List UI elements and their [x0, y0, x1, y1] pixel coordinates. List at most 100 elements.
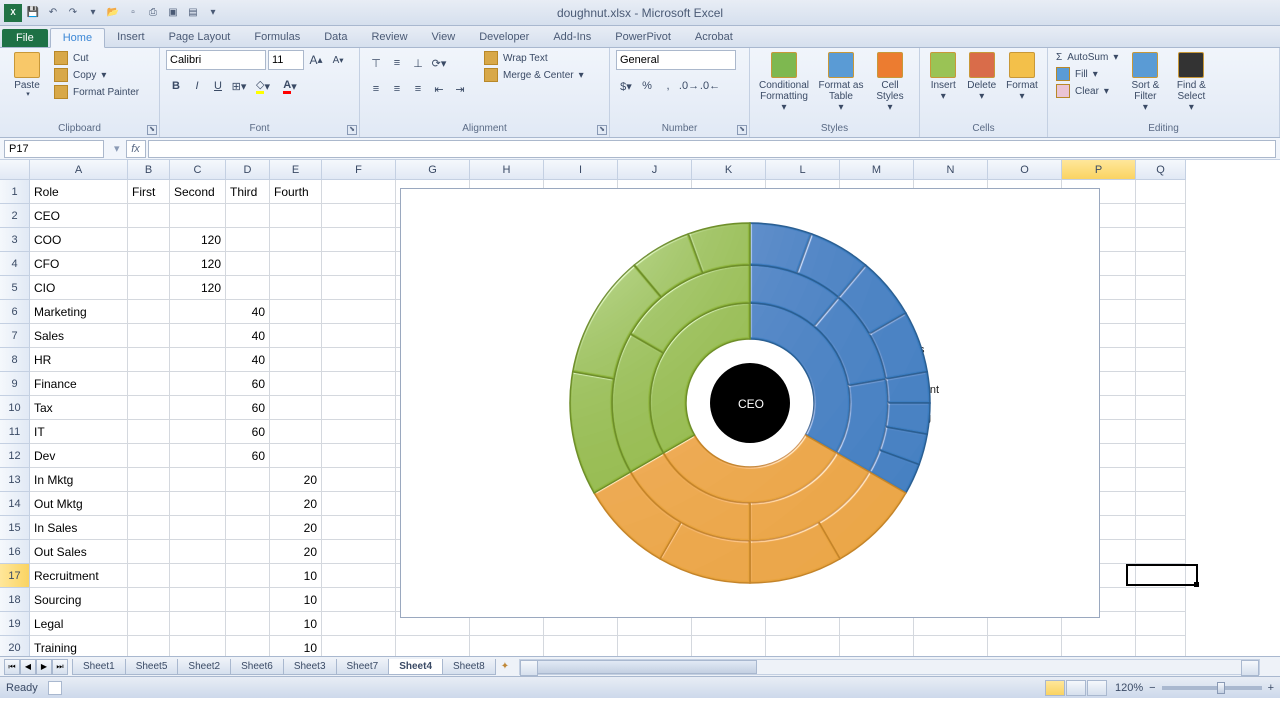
cell[interactable] — [618, 636, 692, 656]
bold-button[interactable]: B — [166, 76, 186, 96]
cell[interactable] — [170, 588, 226, 612]
qat-dropdown-icon[interactable]: ▾ — [84, 4, 102, 22]
cell[interactable] — [128, 276, 170, 300]
column-header[interactable]: D — [226, 160, 270, 180]
sheet-tab[interactable]: Sheet5 — [125, 659, 179, 675]
tab-insert[interactable]: Insert — [105, 28, 157, 47]
cell[interactable]: 10 — [270, 588, 322, 612]
cell[interactable] — [322, 396, 396, 420]
cell[interactable]: Sales — [30, 324, 128, 348]
cell[interactable] — [128, 516, 170, 540]
cell[interactable] — [128, 420, 170, 444]
column-header[interactable]: Q — [1136, 160, 1186, 180]
cell[interactable]: 60 — [226, 372, 270, 396]
percent-button[interactable]: % — [637, 76, 657, 96]
cell[interactable] — [322, 588, 396, 612]
qat-more-icon[interactable]: ▾ — [204, 4, 222, 22]
name-box-dropdown-icon[interactable]: ▾ — [114, 142, 120, 155]
cell[interactable] — [170, 372, 226, 396]
cell[interactable] — [1136, 348, 1186, 372]
cell[interactable] — [170, 396, 226, 420]
cell[interactable] — [322, 372, 396, 396]
cell[interactable]: 10 — [270, 612, 322, 636]
cell[interactable] — [322, 300, 396, 324]
cell[interactable]: 20 — [270, 516, 322, 540]
row-header[interactable]: 8 — [0, 348, 30, 372]
column-header[interactable]: M — [840, 160, 914, 180]
cell[interactable] — [322, 564, 396, 588]
column-header[interactable]: K — [692, 160, 766, 180]
row-header[interactable]: 15 — [0, 516, 30, 540]
decrease-indent-button[interactable]: ⇤ — [429, 79, 449, 99]
new-icon[interactable]: ▫ — [124, 4, 142, 22]
cell[interactable] — [170, 540, 226, 564]
sheet-nav-first[interactable]: ⏮ — [4, 659, 20, 675]
fill-button[interactable]: Fill ▾ — [1054, 66, 1120, 82]
cell[interactable] — [322, 252, 396, 276]
cell[interactable] — [1136, 420, 1186, 444]
cell[interactable]: In Sales — [30, 516, 128, 540]
cell[interactable]: Legal — [30, 612, 128, 636]
cell[interactable]: In Mktg — [30, 468, 128, 492]
cell[interactable] — [322, 204, 396, 228]
fill-color-button[interactable]: ◇▾ — [250, 76, 276, 96]
cell[interactable]: Recruitment — [30, 564, 128, 588]
cell[interactable] — [170, 324, 226, 348]
macro-record-icon[interactable] — [48, 681, 62, 695]
cell[interactable] — [270, 228, 322, 252]
cell[interactable] — [1062, 636, 1136, 656]
cell[interactable] — [128, 204, 170, 228]
cell[interactable] — [226, 564, 270, 588]
row-header[interactable]: 10 — [0, 396, 30, 420]
align-top-button[interactable]: ⊤ — [366, 53, 386, 73]
column-header[interactable]: N — [914, 160, 988, 180]
cell[interactable]: CIO — [30, 276, 128, 300]
sheet-tab[interactable]: Sheet7 — [336, 659, 390, 675]
cell[interactable] — [170, 636, 226, 656]
cell[interactable] — [128, 228, 170, 252]
cell[interactable] — [128, 612, 170, 636]
cell[interactable] — [170, 444, 226, 468]
cell[interactable] — [322, 228, 396, 252]
cell[interactable] — [1136, 252, 1186, 276]
decrease-font-button[interactable]: A▾ — [328, 50, 348, 70]
conditional-formatting-button[interactable]: Conditional Formatting▾ — [756, 50, 812, 115]
wrap-text-button[interactable]: Wrap Text — [482, 50, 586, 66]
tab-developer[interactable]: Developer — [467, 28, 541, 47]
cell[interactable] — [226, 204, 270, 228]
merge-center-button[interactable]: Merge & Center ▾ — [482, 67, 586, 83]
alignment-launcher[interactable]: ⬊ — [597, 125, 607, 135]
cell[interactable] — [270, 300, 322, 324]
column-header[interactable]: J — [618, 160, 692, 180]
cell[interactable] — [1136, 492, 1186, 516]
row-header[interactable]: 7 — [0, 324, 30, 348]
row-header[interactable]: 20 — [0, 636, 30, 656]
italic-button[interactable]: I — [187, 76, 207, 96]
row-header[interactable]: 3 — [0, 228, 30, 252]
worksheet-grid[interactable]: ABCDEFGHIJKLMNOPQ 1234567891011121314151… — [0, 160, 1280, 656]
zoom-slider[interactable] — [1162, 686, 1262, 690]
tab-acrobat[interactable]: Acrobat — [683, 28, 745, 47]
cell[interactable] — [128, 252, 170, 276]
insert-cells-button[interactable]: Insert▾ — [926, 50, 960, 104]
font-name-combo[interactable]: Calibri — [166, 50, 266, 70]
cell[interactable] — [322, 420, 396, 444]
cell[interactable] — [128, 588, 170, 612]
cell[interactable] — [322, 540, 396, 564]
cell[interactable] — [1136, 228, 1186, 252]
zoom-level[interactable]: 120% — [1115, 682, 1143, 694]
row-header[interactable]: 1 — [0, 180, 30, 204]
row-header[interactable]: 12 — [0, 444, 30, 468]
cell[interactable] — [226, 276, 270, 300]
cell[interactable] — [128, 300, 170, 324]
save-icon[interactable]: 💾 — [24, 4, 42, 22]
cell[interactable] — [1136, 636, 1186, 656]
cell[interactable] — [322, 444, 396, 468]
column-header[interactable]: A — [30, 160, 128, 180]
align-bottom-button[interactable]: ⊥ — [408, 53, 428, 73]
normal-view-button[interactable] — [1045, 680, 1065, 696]
delete-cells-button[interactable]: Delete▾ — [964, 50, 998, 104]
tab-review[interactable]: Review — [359, 28, 419, 47]
autosum-button[interactable]: Σ AutoSum ▾ — [1054, 50, 1120, 65]
excel-icon[interactable]: X — [4, 4, 22, 22]
